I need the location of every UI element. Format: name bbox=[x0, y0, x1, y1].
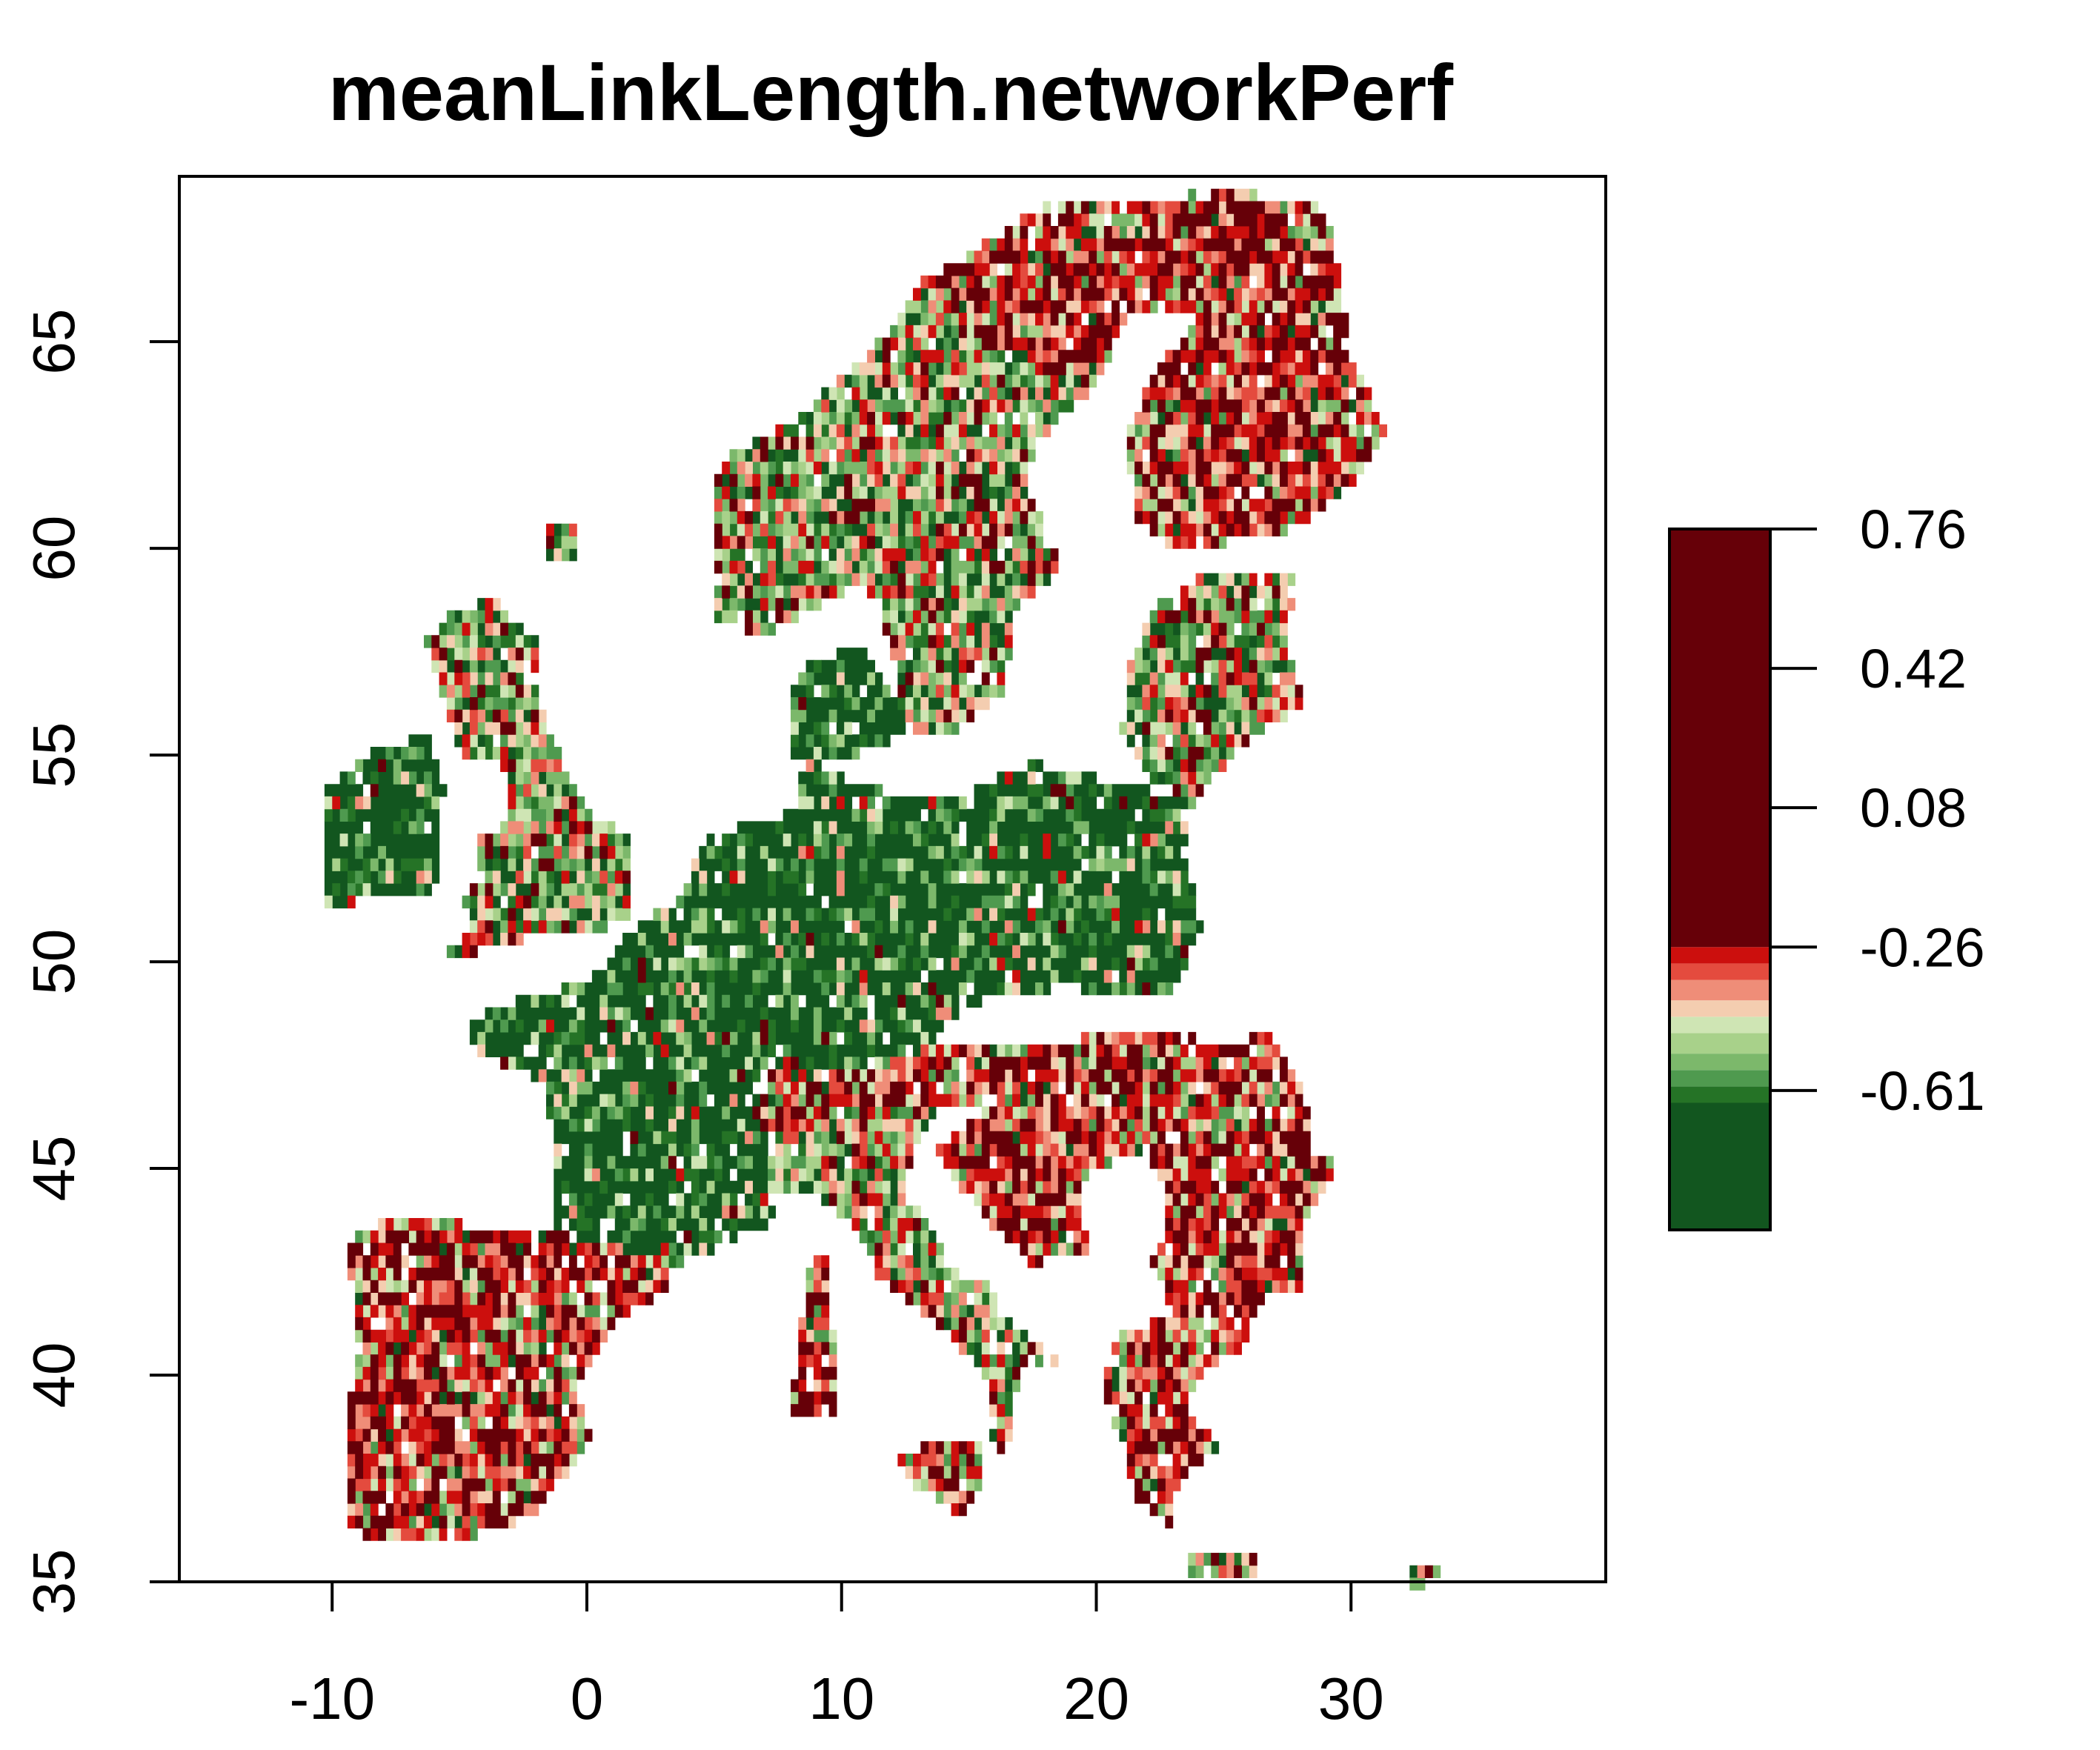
legend-band bbox=[1669, 1070, 1770, 1087]
x-tick-label: 30 bbox=[1318, 1666, 1384, 1731]
legend-band bbox=[1669, 1102, 1770, 1230]
raster-cells bbox=[332, 201, 1380, 1541]
legend-band bbox=[1669, 947, 1770, 964]
y-tick-label: 60 bbox=[21, 516, 87, 582]
raster-cells bbox=[332, 188, 1380, 1566]
raster-cells bbox=[347, 188, 1387, 1579]
legend-band bbox=[1669, 1017, 1770, 1034]
legend-band bbox=[1669, 1033, 1770, 1054]
legend-ticks: 0.76 0.42 0.08 -0.26 -0.61 bbox=[1770, 499, 1985, 1122]
y-tick-label: 55 bbox=[21, 722, 87, 788]
color-legend: 0.76 0.42 0.08 -0.26 -0.61 bbox=[1668, 499, 1985, 1231]
legend-color-bands bbox=[1669, 529, 1770, 1230]
legend-band bbox=[1669, 1000, 1770, 1017]
y-tick-label: 40 bbox=[21, 1343, 87, 1408]
x-tick-label: 10 bbox=[808, 1666, 874, 1731]
y-axis: 35 40 45 50 55 60 65 bbox=[21, 309, 181, 1615]
legend-tick-label: -0.61 bbox=[1860, 1060, 1985, 1122]
legend-band bbox=[1669, 963, 1770, 980]
legend-tick-label: 0.08 bbox=[1860, 777, 1967, 839]
legend-frame bbox=[1668, 528, 1772, 1231]
legend-band bbox=[1669, 1054, 1770, 1071]
legend-band bbox=[1669, 979, 1770, 1001]
legend-tick-label: 0.76 bbox=[1860, 499, 1967, 560]
x-tick-label: 0 bbox=[571, 1666, 604, 1731]
x-tick-label: -10 bbox=[289, 1666, 375, 1731]
map-title: meanLinkLength.networkPerf bbox=[328, 47, 1454, 137]
raster-cells bbox=[324, 201, 1418, 1578]
raster-cells bbox=[324, 337, 1280, 1566]
y-tick-label: 45 bbox=[21, 1136, 87, 1202]
legend-tick-label: 0.42 bbox=[1860, 638, 1967, 699]
x-axis: -10 0 10 20 30 bbox=[289, 1580, 1384, 1731]
legend-tick-label: -0.26 bbox=[1860, 916, 1985, 978]
y-tick-label: 50 bbox=[21, 929, 87, 995]
y-tick-label: 65 bbox=[21, 309, 87, 375]
legend-band bbox=[1669, 529, 1770, 948]
y-tick-label: 35 bbox=[21, 1549, 87, 1615]
x-tick-label: 20 bbox=[1063, 1666, 1129, 1731]
legend-band bbox=[1669, 1086, 1770, 1103]
raster-layer bbox=[324, 188, 1441, 1591]
